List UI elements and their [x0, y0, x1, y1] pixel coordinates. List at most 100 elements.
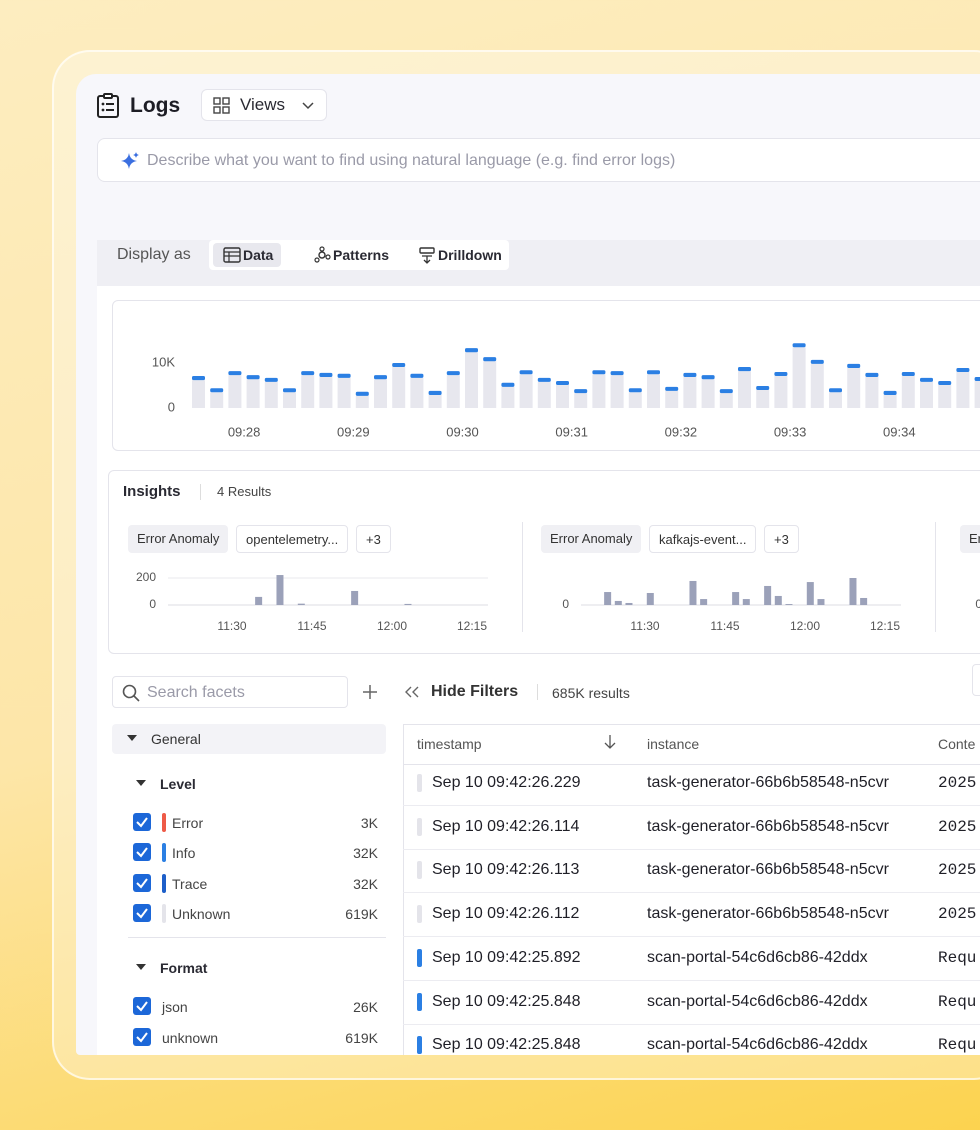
- check-icon: [136, 1031, 148, 1043]
- row-divider: [403, 805, 980, 806]
- facet-label: Error: [172, 815, 204, 831]
- table-cell[interactable]: 2025: [938, 817, 977, 836]
- facet-count: 32K: [353, 845, 378, 862]
- divider: [935, 522, 936, 632]
- page-title: Logs: [130, 94, 181, 117]
- result-count: 685K results: [552, 685, 630, 701]
- app-window: Logs Views Describe what you want to fin…: [76, 74, 980, 1055]
- table-cell[interactable]: 2025: [938, 861, 977, 880]
- column-header[interactable]: instance: [647, 736, 700, 752]
- facet-count: 3K: [360, 815, 378, 831]
- logs-icon: [97, 93, 119, 118]
- level-color: [162, 903, 166, 923]
- facet-count: 32K: [353, 875, 378, 892]
- table-cell[interactable]: Sep 10 09:42:25.848: [432, 1036, 581, 1054]
- option-icon: [419, 247, 435, 264]
- table-cell[interactable]: Requ: [938, 992, 977, 1011]
- checkbox[interactable]: [133, 903, 151, 922]
- display-option[interactable]: Drilldown: [438, 247, 502, 263]
- facet-group[interactable]: Level: [160, 776, 196, 792]
- views-button[interactable]: Views: [201, 89, 327, 121]
- column-header[interactable]: Conte: [938, 736, 976, 752]
- facet-count: 619K: [345, 905, 378, 922]
- facet-search[interactable]: Search facets: [112, 676, 348, 708]
- insight-tag: Error Anomaly: [128, 525, 229, 553]
- views-label: Views: [240, 95, 286, 114]
- sort-icon[interactable]: [604, 734, 616, 750]
- row-divider: [403, 936, 980, 938]
- row-divider: [403, 892, 980, 894]
- checkbox[interactable]: [133, 873, 151, 892]
- table-cell[interactable]: scan-portal-54c6d6cb86-42ddx: [647, 992, 868, 1010]
- hide-filters[interactable]: Hide Filters: [431, 683, 519, 700]
- table-cell[interactable]: scan-portal-54c6d6cb86-42ddx: [647, 1036, 868, 1054]
- check-icon: [136, 877, 148, 889]
- divider: [537, 684, 538, 700]
- facet-label: unknown: [162, 1029, 219, 1046]
- table-cell[interactable]: Requ: [938, 948, 977, 967]
- divider: [200, 484, 201, 500]
- divider: [128, 937, 386, 939]
- level-color: [162, 843, 166, 863]
- row-level: [417, 774, 422, 792]
- facet-section-label: General: [151, 731, 201, 747]
- table-cell[interactable]: task-generator-66b6b58548-n5cvr: [647, 861, 889, 879]
- table-cell[interactable]: task-generator-66b6b58548-n5cvr: [647, 774, 889, 791]
- checkbox[interactable]: [133, 813, 151, 831]
- search-icon: [122, 684, 140, 702]
- table-cell[interactable]: Sep 10 09:42:26.229: [432, 774, 581, 791]
- facet-label: Unknown: [172, 905, 231, 922]
- level-color: [162, 813, 166, 832]
- insight-tag: Error Anomaly: [541, 525, 642, 553]
- table-cell[interactable]: task-generator-66b6b58548-n5cvr: [647, 817, 889, 835]
- checkbox[interactable]: [133, 843, 151, 862]
- check-icon: [136, 1001, 148, 1012]
- insight-tag: +3: [764, 525, 799, 553]
- insights-panel: [108, 470, 980, 654]
- collapse-icon[interactable]: [404, 686, 420, 698]
- facet-label: json: [162, 999, 188, 1016]
- display-option[interactable]: Patterns: [333, 247, 390, 263]
- table-cell[interactable]: Sep 10 09:42:26.112: [432, 905, 580, 923]
- facet-section[interactable]: [112, 724, 386, 754]
- nl-search[interactable]: Describe what you want to find using nat…: [97, 138, 980, 182]
- table-cell[interactable]: Sep 10 09:42:26.114: [432, 817, 580, 835]
- row-divider: [403, 1023, 980, 1025]
- insight-tag: opentelemetry...: [236, 525, 349, 553]
- table-cell[interactable]: 2025: [938, 774, 977, 792]
- insight-tag: +3: [356, 525, 391, 553]
- option-icon: [223, 247, 241, 263]
- insight-tag: Error Anomaly: [960, 525, 980, 553]
- row-level: [417, 1036, 422, 1055]
- row-divider: [403, 979, 980, 981]
- checkbox[interactable]: [133, 1027, 151, 1046]
- table-cell[interactable]: Sep 10 09:42:25.848: [432, 992, 581, 1010]
- row-level: [417, 861, 422, 880]
- check-icon: [136, 908, 148, 919]
- table-cell[interactable]: scan-portal-54c6d6cb86-42ddx: [647, 948, 868, 966]
- checkbox[interactable]: [133, 997, 151, 1016]
- insights-title: Insights: [123, 483, 181, 500]
- table-cell[interactable]: Sep 10 09:42:25.892: [432, 948, 581, 966]
- table-cell[interactable]: Sep 10 09:42:26.113: [432, 861, 580, 879]
- facet-label: Trace: [172, 875, 208, 892]
- caret-icon: [136, 780, 146, 786]
- table-cell[interactable]: 2025: [938, 905, 977, 924]
- caret-icon: [136, 964, 146, 971]
- histogram-panel: [112, 300, 980, 451]
- display-label: Display as: [117, 246, 191, 263]
- facet-count: 619K: [345, 1029, 378, 1046]
- toolbar-button[interactable]: [972, 664, 980, 696]
- insights-count: 4 Results: [217, 484, 272, 499]
- facet-group[interactable]: Format: [160, 960, 208, 977]
- add-icon[interactable]: [362, 684, 378, 700]
- row-level: [417, 948, 422, 967]
- nl-placeholder: Describe what you want to find using nat…: [147, 152, 676, 169]
- option-icon: [314, 246, 331, 263]
- check-icon: [136, 847, 148, 858]
- facet-count: 26K: [353, 999, 378, 1016]
- table-cell[interactable]: task-generator-66b6b58548-n5cvr: [647, 905, 889, 923]
- table-cell[interactable]: Requ: [938, 1036, 977, 1055]
- column-header[interactable]: timestamp: [417, 736, 482, 752]
- level-color: [162, 873, 166, 893]
